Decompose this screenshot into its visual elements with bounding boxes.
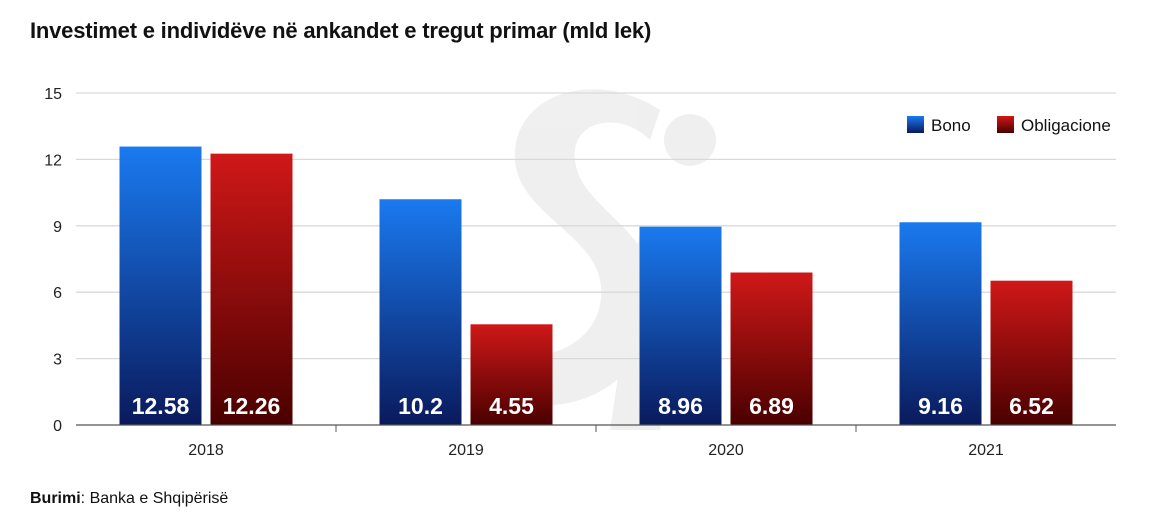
- bar-obligacione-2018: [210, 153, 293, 426]
- value-label-bono-2018: 12.58: [132, 393, 190, 419]
- axes: 0 3 6 9 12 15 2018 2019 2020 2021: [44, 86, 1116, 459]
- value-labels: 12.58 12.26 10.2 4.55 8.96 6.89 9.16 6.52: [132, 393, 1054, 419]
- source-label: Burimi: [30, 490, 81, 507]
- value-label-obligacione-2019: 4.55: [489, 393, 534, 419]
- source-text: Banka e Shqipërisë: [89, 490, 229, 507]
- bar-bono-2020: [639, 226, 722, 425]
- source-separator: :: [80, 490, 90, 507]
- value-label-obligacione-2021: 6.52: [1009, 393, 1054, 419]
- bar-obligacione-2020: [730, 272, 813, 425]
- legend-swatch-bono: [907, 116, 924, 133]
- bar-bono-2018: [119, 146, 202, 425]
- chart-title: Investimet e individëve në ankandet e tr…: [30, 18, 652, 43]
- legend: Bono Obligacione: [907, 116, 1111, 135]
- value-label-obligacione-2018: 12.26: [223, 393, 281, 419]
- y-tick-label-3: 3: [53, 352, 62, 369]
- bar-obligacione-2019: [470, 324, 553, 425]
- bars: [119, 146, 1073, 426]
- y-tick-label-6: 6: [53, 285, 62, 302]
- value-label-bono-2019: 10.2: [398, 393, 443, 419]
- y-tick-label-15: 15: [44, 86, 62, 103]
- y-tick-label-0: 0: [53, 418, 62, 435]
- value-label-bono-2021: 9.16: [918, 393, 963, 419]
- x-tick-label-2021: 2021: [968, 442, 1004, 459]
- bar-bono-2021: [899, 222, 982, 425]
- x-tick-label-2018: 2018: [188, 442, 224, 459]
- value-label-bono-2020: 8.96: [658, 393, 703, 419]
- value-label-obligacione-2020: 6.89: [749, 393, 794, 419]
- legend-label-bono: Bono: [931, 116, 971, 135]
- y-tick-label-12: 12: [44, 152, 62, 169]
- bar-bono-2019: [379, 199, 462, 425]
- bar-obligacione-2021: [990, 280, 1073, 425]
- legend-swatch-obligacione: [997, 116, 1014, 133]
- source-note: Burimi: Banka e Shqipërisë: [30, 490, 228, 508]
- y-tick-label-9: 9: [53, 219, 62, 236]
- x-tick-label-2020: 2020: [708, 442, 744, 459]
- x-tick-label-2019: 2019: [448, 442, 484, 459]
- legend-label-obligacione: Obligacione: [1021, 116, 1111, 135]
